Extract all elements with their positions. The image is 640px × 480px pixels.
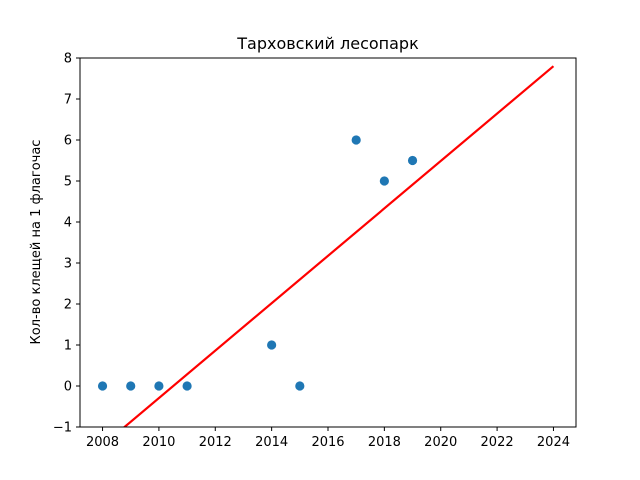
y-tick-label: 8 [64,52,72,67]
plot-area [97,65,555,427]
y-tick-label: 3 [64,257,72,272]
x-tick-label: 2020 [424,435,457,450]
data-point [295,381,305,391]
data-point [154,381,164,391]
x-tick-label: 2018 [368,435,401,450]
x-tick-label: 2012 [199,435,232,450]
data-point [407,155,418,166]
x-tick-label: 2024 [537,435,570,450]
data-point [351,135,361,145]
y-axis-label: Кол-во клещей на 1 флагочас [29,140,44,345]
x-tick-label: 2016 [311,435,344,450]
data-point [379,176,389,186]
data-point [182,381,192,391]
data-point [126,381,136,391]
y-tick-label: −1 [53,421,72,436]
y-tick-label: 5 [64,175,72,190]
y-tick-label: 2 [64,298,72,313]
trend-line [122,65,555,427]
y-tick-label: 7 [64,93,72,108]
x-tick-label: 2014 [255,435,288,450]
x-tick-label: 2022 [481,435,514,450]
y-tick-label: 0 [64,380,72,395]
data-point [267,340,277,350]
x-tick-label: 2008 [86,435,119,450]
axes: 2008 2010 2012 2014 2016 2018 2020 2022 2024 −1 0 1… [53,52,577,450]
y-tick-label: 6 [64,134,72,149]
chart-title: Тарховский лесопарк [236,34,419,53]
y-tick-label: 1 [64,339,72,354]
x-tick-label: 2010 [142,435,175,450]
y-tick-label: 4 [64,216,72,231]
data-point [97,381,108,391]
